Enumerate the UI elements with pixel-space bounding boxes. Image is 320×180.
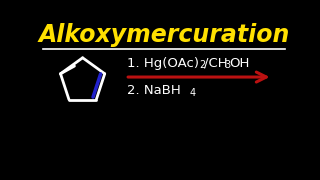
- Text: Alkoxymercuration: Alkoxymercuration: [38, 23, 290, 47]
- Text: OH: OH: [229, 57, 250, 70]
- Text: 1. Hg(OAc): 1. Hg(OAc): [127, 57, 199, 70]
- Text: 4: 4: [189, 88, 196, 98]
- Text: 2. NaBH: 2. NaBH: [127, 84, 180, 97]
- Text: /CH: /CH: [204, 57, 228, 70]
- Text: 3: 3: [224, 60, 231, 70]
- Text: 2: 2: [199, 60, 205, 70]
